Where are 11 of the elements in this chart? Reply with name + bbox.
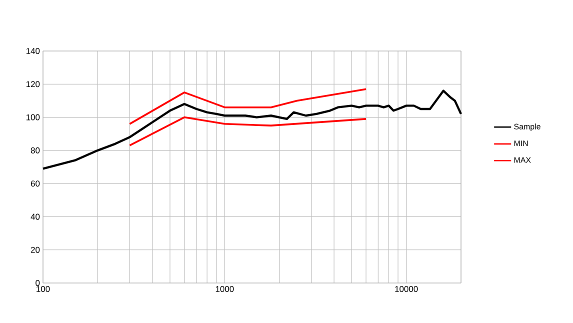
- y-tick-label: 100: [26, 114, 40, 120]
- y-tick-label: 60: [31, 180, 40, 187]
- x-tick-label: 10000: [395, 286, 418, 292]
- y-tick-label: 0: [36, 280, 40, 286]
- y-tick-label: 80: [30, 147, 40, 154]
- y-tick-label: 40: [30, 214, 40, 220]
- x-tick-label: 100: [36, 286, 50, 292]
- y-tick-label: 20: [30, 246, 40, 253]
- y-tick-label: 120: [26, 81, 40, 88]
- x-tick-label: 1000: [216, 286, 234, 292]
- y-tick-label: 140: [26, 48, 40, 54]
